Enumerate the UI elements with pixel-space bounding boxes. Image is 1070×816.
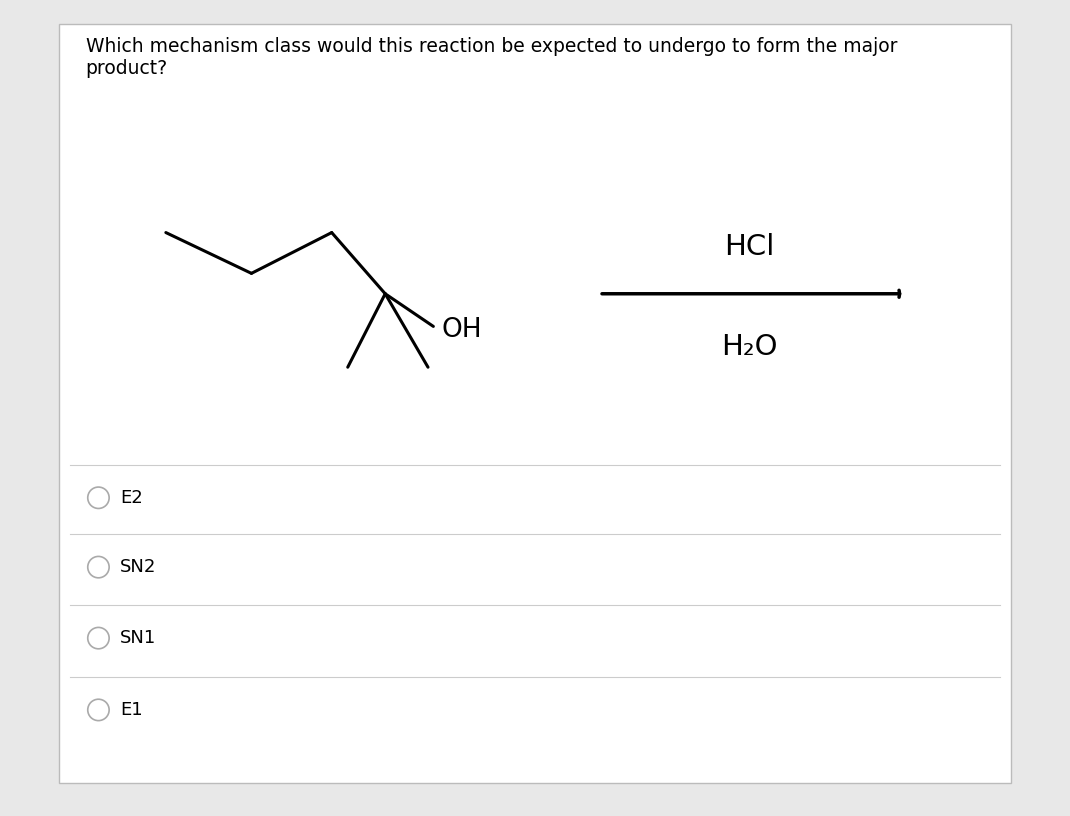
Text: SN1: SN1 xyxy=(120,629,156,647)
Text: HCl: HCl xyxy=(723,233,775,261)
Text: H₂O: H₂O xyxy=(721,333,777,361)
Text: OH: OH xyxy=(442,317,483,344)
Text: SN2: SN2 xyxy=(120,558,156,576)
Text: E2: E2 xyxy=(120,489,142,507)
FancyBboxPatch shape xyxy=(59,24,1011,783)
Text: Which mechanism class would this reaction be expected to undergo to form the maj: Which mechanism class would this reactio… xyxy=(86,37,897,78)
Text: E1: E1 xyxy=(120,701,142,719)
